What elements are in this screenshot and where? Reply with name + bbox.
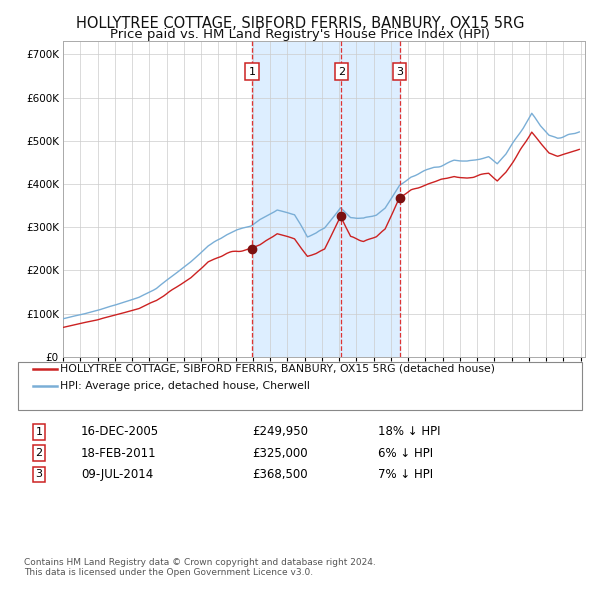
Text: £249,950: £249,950 [252,425,308,438]
Text: 2: 2 [35,448,43,458]
Text: 09-JUL-2014: 09-JUL-2014 [81,468,153,481]
Text: HOLLYTREE COTTAGE, SIBFORD FERRIS, BANBURY, OX15 5RG (detached house): HOLLYTREE COTTAGE, SIBFORD FERRIS, BANBU… [60,364,495,373]
Text: 1: 1 [248,67,256,77]
Text: HPI: Average price, detached house, Cherwell: HPI: Average price, detached house, Cher… [60,382,310,391]
Text: 2: 2 [338,67,345,77]
Text: Contains HM Land Registry data © Crown copyright and database right 2024.
This d: Contains HM Land Registry data © Crown c… [24,558,376,577]
Text: 1: 1 [35,427,43,437]
Text: HOLLYTREE COTTAGE, SIBFORD FERRIS, BANBURY, OX15 5RG: HOLLYTREE COTTAGE, SIBFORD FERRIS, BANBU… [76,16,524,31]
Text: 7% ↓ HPI: 7% ↓ HPI [378,468,433,481]
Text: 18-FEB-2011: 18-FEB-2011 [81,447,157,460]
Bar [252,41,400,357]
Text: 16-DEC-2005: 16-DEC-2005 [81,425,159,438]
Text: 3: 3 [35,470,43,479]
Text: £368,500: £368,500 [252,468,308,481]
Text: £325,000: £325,000 [252,447,308,460]
Text: 6% ↓ HPI: 6% ↓ HPI [378,447,433,460]
Text: 18% ↓ HPI: 18% ↓ HPI [378,425,440,438]
Text: Price paid vs. HM Land Registry's House Price Index (HPI): Price paid vs. HM Land Registry's House … [110,28,490,41]
Text: 3: 3 [397,67,403,77]
